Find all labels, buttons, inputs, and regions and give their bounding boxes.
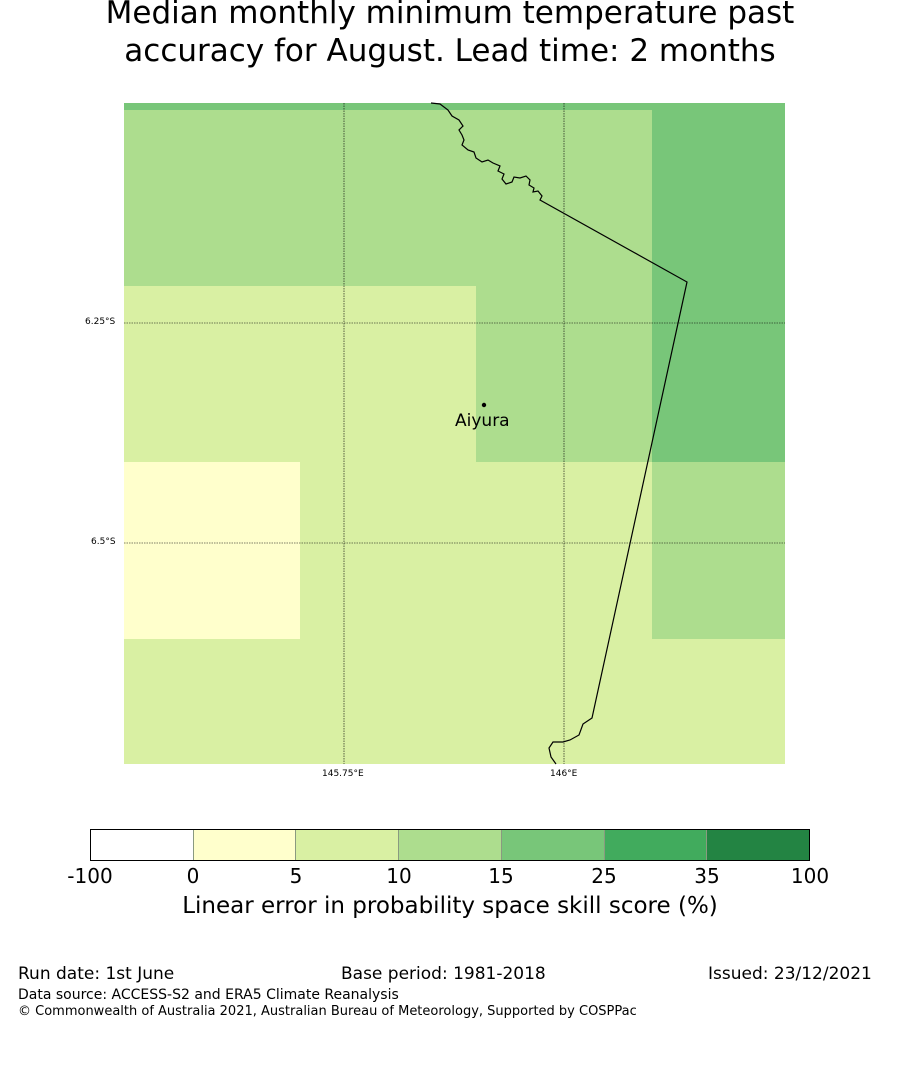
colorbar-segment bbox=[399, 830, 502, 860]
lat-label-6-25s: 6.25°S bbox=[85, 317, 116, 327]
colorbar-tick: 100 bbox=[790, 864, 830, 888]
colorbar-tick: 10 bbox=[386, 864, 412, 888]
colorbar-tick: 35 bbox=[694, 864, 720, 888]
lon-label-146e: 146°E bbox=[550, 769, 578, 779]
coastline bbox=[430, 102, 688, 765]
title-line-2: accuracy for August. Lead time: 2 months bbox=[124, 33, 776, 69]
station-marker bbox=[481, 402, 487, 408]
title-line-1: Median monthly minimum temperature past bbox=[105, 0, 795, 31]
grid-cell bbox=[652, 110, 785, 462]
grid-cell bbox=[124, 110, 652, 286]
colorbar-segment bbox=[501, 830, 605, 860]
colorbar-label: Linear error in probability space skill … bbox=[182, 893, 718, 919]
colorbar-segment bbox=[707, 830, 810, 860]
grid-cell bbox=[124, 639, 785, 764]
grid-cell bbox=[652, 462, 785, 639]
issued-date: Issued: 23/12/2021 bbox=[708, 964, 872, 984]
base-period: Base period: 1981-2018 bbox=[341, 964, 546, 984]
colorbar-tick: 15 bbox=[488, 864, 514, 888]
colorbar bbox=[90, 829, 810, 861]
colorbar-segment bbox=[193, 830, 297, 860]
colorbar-tick: 5 bbox=[289, 864, 303, 888]
colorbar-tick: -100 bbox=[67, 864, 113, 888]
colorbar-segment bbox=[296, 830, 400, 860]
grid-cell bbox=[124, 103, 785, 111]
skill-grid bbox=[124, 103, 785, 764]
colorbar-segment bbox=[604, 830, 708, 860]
grid-cell bbox=[300, 462, 652, 639]
lon-label-145-75e: 145.75°E bbox=[322, 769, 364, 779]
data-source: Data source: ACCESS-S2 and ERA5 Climate … bbox=[18, 987, 399, 1003]
map-title: Median monthly minimum temperature past … bbox=[0, 0, 900, 70]
copyright: © Commonwealth of Australia 2021, Austra… bbox=[18, 1004, 637, 1019]
colorbar-tick: 25 bbox=[591, 864, 617, 888]
lat-label-6-5s: 6.5°S bbox=[91, 537, 116, 547]
map-panel bbox=[124, 102, 785, 765]
run-date: Run date: 1st June bbox=[18, 964, 175, 984]
grid-cell bbox=[124, 286, 476, 462]
grid-cell bbox=[124, 462, 300, 639]
station-label: Aiyura bbox=[455, 411, 510, 431]
colorbar-tick: 0 bbox=[186, 864, 200, 888]
colorbar-segment bbox=[91, 830, 194, 860]
